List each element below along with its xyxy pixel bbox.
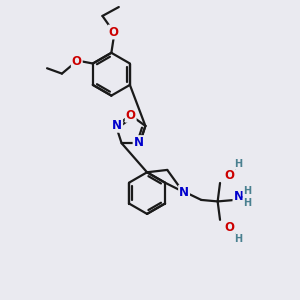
Text: N: N xyxy=(233,190,244,203)
Text: N: N xyxy=(179,186,189,199)
Text: H: H xyxy=(234,234,242,244)
Text: N: N xyxy=(134,136,144,149)
Text: O: O xyxy=(224,169,235,182)
Text: N: N xyxy=(112,119,122,132)
Text: H: H xyxy=(234,159,242,169)
Text: O: O xyxy=(72,55,82,68)
Text: H: H xyxy=(243,198,251,208)
Text: O: O xyxy=(126,109,136,122)
Text: O: O xyxy=(224,221,235,234)
Text: H: H xyxy=(243,186,251,196)
Text: O: O xyxy=(109,26,119,38)
